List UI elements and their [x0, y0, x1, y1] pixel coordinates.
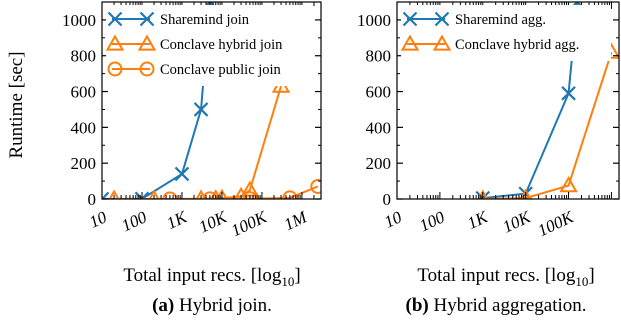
legend-label: Conclave hybrid agg.: [455, 37, 579, 53]
data-point: [162, 191, 178, 199]
legend-marker: [402, 11, 418, 27]
legend-marker: [139, 61, 155, 77]
legend: Sharemind agg. Conclave hybrid agg.: [400, 5, 611, 61]
x-tick-label: 100: [119, 207, 151, 235]
x-tick-label: 1M: [281, 207, 310, 234]
y-tick-label: 0: [383, 190, 392, 209]
x-tick-label: 10: [381, 207, 405, 232]
y-tick-label: 800: [71, 47, 97, 66]
data-point: [174, 166, 190, 182]
y-tick-label: 1000: [62, 11, 96, 30]
y-tick-label: 200: [366, 154, 392, 173]
x-tick-label: 1K: [464, 207, 492, 233]
x-axis-title-a: Total input recs. [log10]: [123, 265, 300, 289]
legend-marker: [432, 34, 452, 51]
data-point: [108, 189, 120, 199]
caption-b: (b) Hybrid aggregation.: [406, 295, 587, 316]
legend-label: Conclave hybrid join: [160, 37, 283, 53]
axes: [396, 1, 620, 200]
data-point: [193, 102, 209, 117]
legend-marker: [107, 11, 123, 27]
x-tick-label: 10K: [500, 207, 535, 237]
data-point: [559, 176, 578, 193]
legend-marker: [434, 11, 450, 27]
y-tick-label: 400: [366, 118, 392, 137]
y-tick-label: 400: [71, 118, 97, 137]
data-point: [102, 191, 110, 199]
legend-marker: [139, 11, 155, 27]
y-tick-label: 600: [366, 83, 392, 102]
legend-marker: [137, 34, 157, 51]
y-tick-label: 1000: [357, 11, 391, 30]
legend-marker: [105, 34, 125, 51]
y-tick-label: 200: [71, 154, 97, 173]
x-tick-label: 10: [86, 207, 110, 232]
y-tick-label: 800: [366, 47, 392, 66]
data-point: [148, 189, 160, 199]
data-point: [310, 178, 321, 194]
x-tick-label: 100: [416, 207, 448, 235]
data-point: [210, 189, 222, 199]
series-line: [114, 85, 282, 199]
data-point: [282, 190, 298, 199]
legend-marker: [400, 34, 420, 51]
legend: Sharemind join Conclave hybrid join Concla…: [105, 5, 311, 86]
x-axis-title-b: Total input recs. [log10]: [417, 265, 594, 289]
panel-hybrid-aggregation: 0 200 400 600 800 1000 10 100 1K 10K 100K Sharemind…: [357, 1, 620, 240]
legend-label: Sharemind agg.: [455, 12, 546, 28]
y-tick-label: 0: [88, 190, 97, 209]
y-tick-label: 600: [71, 83, 97, 102]
x-tick-label: 1K: [164, 207, 192, 233]
legend-label: Sharemind join: [160, 12, 250, 28]
x-tick-label: 10K: [196, 207, 231, 237]
series-line: [482, 51, 613, 199]
y-axis-title: Runtime [sec]: [6, 51, 27, 158]
legend-label: Conclave public join: [160, 62, 282, 78]
axes: [101, 1, 322, 200]
x-tick-label: 100K: [535, 207, 578, 240]
legend-marker: [107, 61, 123, 77]
x-tick-label: 100K: [228, 207, 271, 240]
caption-a: (a) Hybrid join.: [152, 295, 272, 316]
data-point: [561, 86, 576, 101]
